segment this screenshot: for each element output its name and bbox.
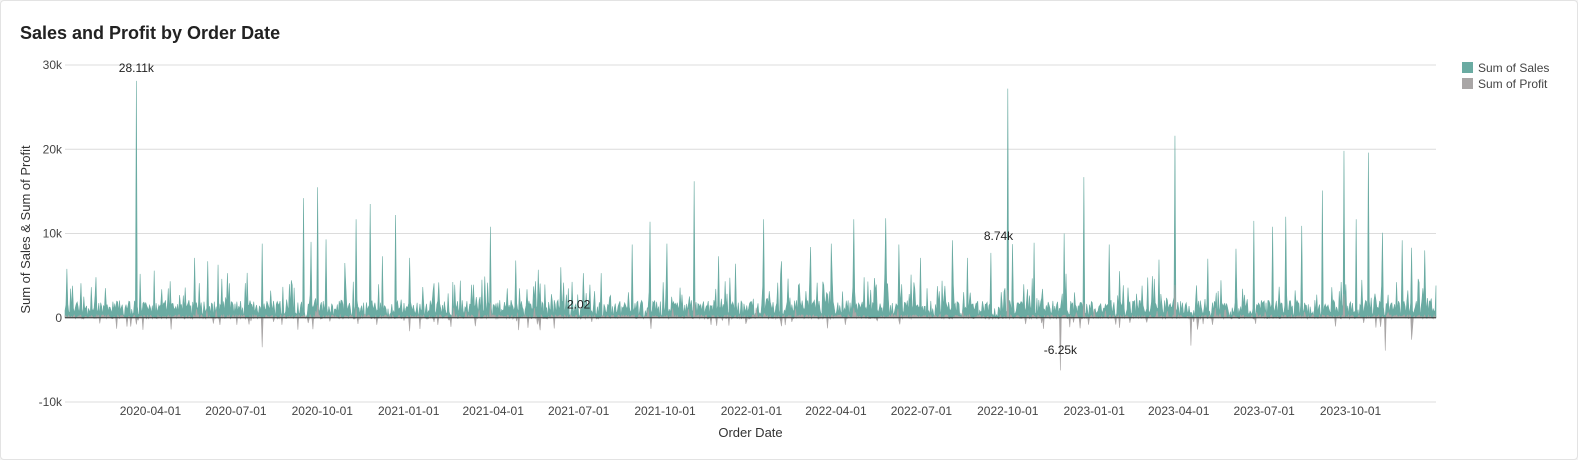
y-tick-labels: -10k 0 10k 20k 30k xyxy=(39,58,63,409)
grid-lines xyxy=(65,64,1436,403)
legend-item-profit[interactable]: Sum of Profit xyxy=(1462,76,1549,91)
legend-item-sales[interactable]: Sum of Sales xyxy=(1462,60,1549,75)
y-tick-label: 30k xyxy=(43,58,63,72)
chart-title: Sales and Profit by Order Date xyxy=(20,23,281,43)
x-tick-label: 2020-10-01 xyxy=(292,404,354,418)
legend-label-sales: Sum of Sales xyxy=(1478,60,1550,75)
annotation-label: 8.74k xyxy=(984,229,1014,243)
annotations: 28.11k 8.74k 2.02 -6.25k xyxy=(119,61,1078,357)
x-tick-label: 2022-01-01 xyxy=(721,404,783,418)
sales-area xyxy=(64,80,1437,319)
y-tick-label: 20k xyxy=(43,142,63,156)
y-axis-title: Sum of Sales & Sum of Profit xyxy=(18,145,33,314)
legend-swatch-sales xyxy=(1462,62,1473,73)
x-tick-label: 2023-07-01 xyxy=(1233,404,1295,418)
x-tick-label: 2021-07-01 xyxy=(548,404,610,418)
legend: Sum of Sales Sum of Profit xyxy=(1462,60,1549,92)
x-tick-labels: 2020-04-01 2020-07-01 2020-10-01 2021-01-01… xyxy=(120,404,1382,418)
x-tick-label: 2022-04-01 xyxy=(805,404,867,418)
x-tick-label: 2021-10-01 xyxy=(634,404,696,418)
annotation-label: 28.11k xyxy=(119,61,155,75)
x-tick-label: 2022-10-01 xyxy=(977,404,1039,418)
y-tick-label: 10k xyxy=(43,227,63,241)
annotation-label: -6.25k xyxy=(1044,343,1078,357)
legend-label-profit: Sum of Profit xyxy=(1478,76,1548,91)
annotation-label: 2.02 xyxy=(567,298,591,312)
x-tick-label: 2021-04-01 xyxy=(463,404,525,418)
x-tick-label: 2023-04-01 xyxy=(1148,404,1210,418)
x-tick-label: 2020-07-01 xyxy=(205,404,267,418)
x-tick-label: 2023-10-01 xyxy=(1320,404,1382,418)
y-tick-label: -10k xyxy=(39,395,63,409)
x-tick-label: 2023-01-01 xyxy=(1063,404,1125,418)
legend-swatch-profit xyxy=(1462,78,1473,89)
y-tick-label: 0 xyxy=(55,311,62,325)
x-tick-label: 2020-04-01 xyxy=(120,404,182,418)
x-axis-title: Order Date xyxy=(718,425,782,440)
x-tick-label: 2022-07-01 xyxy=(891,404,953,418)
x-tick-label: 2021-01-01 xyxy=(378,404,440,418)
